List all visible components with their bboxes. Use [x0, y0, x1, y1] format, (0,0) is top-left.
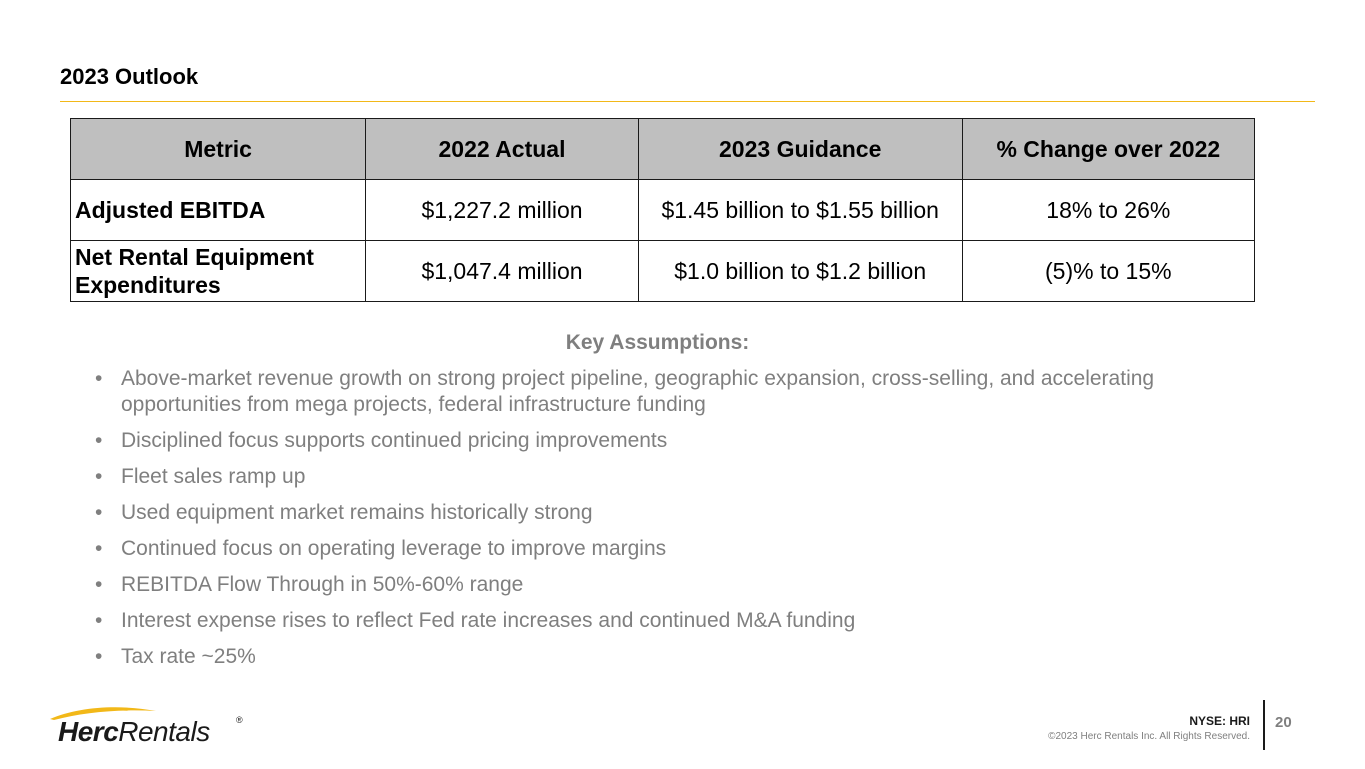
list-item: • Continued focus on operating leverage t…: [95, 536, 1265, 562]
metric-cell: Adjusted EBITDA: [69, 179, 367, 241]
list-item-text: Used equipment market remains historical…: [121, 501, 593, 524]
list-item: • Used equipment market remains historica…: [95, 500, 1265, 526]
guidance-2023-cell: $1.45 billion to $1.55 billion: [637, 179, 963, 241]
stock-ticker: NYSE: HRI: [1189, 714, 1250, 728]
list-item-text: REBITDA Flow Through in 50%-60% range: [121, 573, 524, 596]
list-item: • Disciplined focus supports continued pr…: [95, 428, 1265, 454]
list-item: • Above-market revenue growth on strong p…: [95, 366, 1265, 418]
title-divider: [60, 101, 1315, 102]
table-header-row: Metric 2022 Actual 2023 Guidance % Chang…: [69, 118, 1256, 180]
header-2023-guidance: 2023 Guidance: [637, 118, 963, 180]
logo-word-rentals: Rentals: [118, 716, 210, 747]
bullet-icon: •: [95, 573, 103, 596]
list-item-text: Above-market revenue growth on strong pr…: [121, 367, 1155, 416]
copyright-notice: ©2023 Herc Rentals Inc. All Rights Reser…: [1048, 731, 1250, 742]
list-item-text: Interest expense rises to reflect Fed ra…: [121, 609, 856, 632]
bullet-icon: •: [95, 465, 103, 488]
bullet-icon: •: [95, 609, 103, 632]
herc-rentals-logo: HercRentals ®: [48, 705, 258, 750]
table-row: Net Rental Equipment Expenditures $1,047.…: [69, 240, 1256, 302]
percent-change-cell: 18% to 26%: [961, 179, 1256, 241]
list-item-text: Continued focus on operating leverage to…: [121, 537, 667, 560]
list-item-text: Disciplined focus supports continued pri…: [121, 429, 668, 452]
bullet-icon: •: [95, 645, 103, 668]
logo-swoosh-icon: [50, 707, 156, 720]
registered-mark: ®: [236, 715, 243, 725]
key-assumptions-list: • Above-market revenue growth on strong p…: [95, 366, 1265, 680]
percent-change-cell: (5)% to 15%: [961, 240, 1256, 302]
table-row: Adjusted EBITDA $1,227.2 million $1.45 b…: [69, 179, 1256, 241]
outlook-table: Metric 2022 Actual 2023 Guidance % Chang…: [69, 118, 1256, 302]
logo-wordmark: HercRentals: [58, 716, 210, 748]
header-metric: Metric: [69, 118, 367, 180]
metric-cell: Net Rental Equipment Expenditures: [69, 240, 367, 302]
header-percent-change: % Change over 2022: [961, 118, 1256, 180]
bullet-icon: •: [95, 429, 103, 452]
key-assumptions-heading: Key Assumptions:: [565, 331, 750, 354]
list-item-text: Tax rate ~25%: [121, 645, 256, 668]
guidance-2023-cell: $1.0 billion to $1.2 billion: [637, 240, 963, 302]
list-item: • REBITDA Flow Through in 50%-60% range: [95, 572, 1265, 598]
list-item: • Interest expense rises to reflect Fed r…: [95, 608, 1265, 634]
header-2022-actual: 2022 Actual: [365, 118, 639, 180]
footer-divider: [1263, 700, 1265, 750]
page-number: 20: [1275, 714, 1292, 731]
bullet-icon: •: [95, 367, 103, 390]
metric-label-line2: Expenditures: [75, 272, 221, 298]
list-item: • Tax rate ~25%: [95, 644, 1265, 670]
slide-title: 2023 Outlook: [60, 64, 199, 89]
list-item-text: Fleet sales ramp up: [121, 465, 306, 488]
actual-2022-cell: $1,047.4 million: [365, 240, 639, 302]
bullet-icon: •: [95, 537, 103, 560]
bullet-icon: •: [95, 501, 103, 524]
metric-label: Adjusted EBITDA: [75, 197, 266, 223]
actual-2022-cell: $1,227.2 million: [365, 179, 639, 241]
list-item: • Fleet sales ramp up: [95, 464, 1265, 490]
logo-word-herc: Herc: [58, 716, 119, 747]
metric-label-line1: Net Rental Equipment: [75, 244, 314, 270]
